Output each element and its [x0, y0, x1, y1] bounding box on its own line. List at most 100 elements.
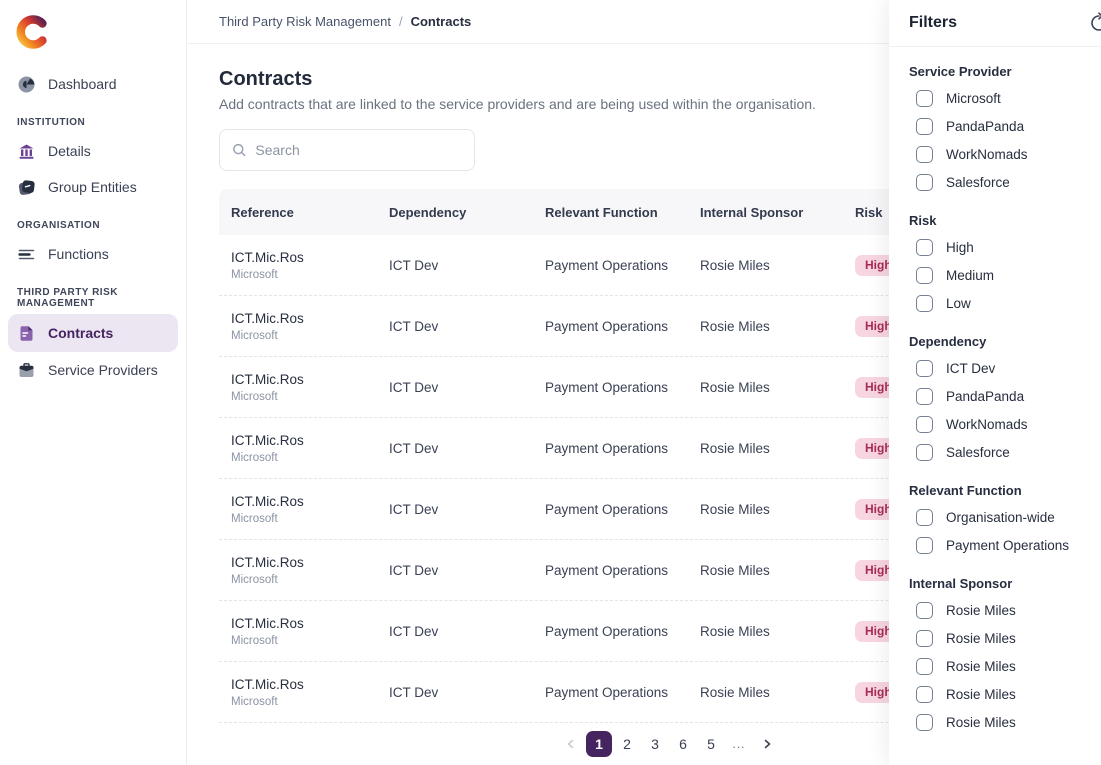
- entities-icon: [17, 178, 36, 197]
- filter-option[interactable]: Rosie Miles: [909, 714, 1101, 731]
- sidebar-item-service-providers[interactable]: Service Providers: [0, 352, 186, 388]
- cell-reference: ICT.Mic.Ros: [231, 310, 304, 326]
- column-header-relevant-function[interactable]: Relevant Function: [545, 204, 658, 220]
- checkbox[interactable]: [916, 630, 933, 647]
- filter-option[interactable]: Payment Operations: [909, 537, 1101, 554]
- pagination-page-button[interactable]: 2: [623, 736, 631, 752]
- column-header-dependency[interactable]: Dependency: [389, 204, 467, 220]
- checkbox[interactable]: [916, 239, 933, 256]
- pagination-page-button[interactable]: 6: [679, 736, 687, 752]
- filter-option[interactable]: WorkNomads: [909, 416, 1101, 433]
- sidebar-item-details[interactable]: Details: [0, 133, 186, 169]
- pagination-page-button[interactable]: ...: [732, 737, 746, 751]
- filter-option[interactable]: Organisation-wide: [909, 509, 1101, 526]
- cell-internal-sponsor: Rosie Miles: [700, 440, 770, 456]
- cell-internal-sponsor: Rosie Miles: [700, 379, 770, 395]
- filter-group: Internal Sponsor Rosie Miles Rosie Miles…: [909, 576, 1101, 731]
- pagination-page-button[interactable]: 1: [586, 731, 612, 757]
- filter-option[interactable]: High: [909, 239, 1101, 256]
- pagination-next-button[interactable]: [754, 731, 780, 757]
- filter-option[interactable]: Medium: [909, 267, 1101, 284]
- breadcrumb-parent[interactable]: Third Party Risk Management: [219, 14, 391, 29]
- filter-option[interactable]: Salesforce: [909, 174, 1101, 191]
- filter-option-label: Payment Operations: [946, 538, 1070, 553]
- page-description: Add contracts that are linked to the ser…: [219, 96, 816, 112]
- cell-relevant-function: Payment Operations: [545, 501, 669, 517]
- checkbox[interactable]: [916, 602, 933, 619]
- cell-relevant-function: Payment Operations: [545, 379, 669, 395]
- filter-option[interactable]: WorkNomads: [909, 146, 1101, 163]
- filter-option-label: Rosie Miles: [946, 659, 1016, 674]
- checkbox[interactable]: [916, 90, 933, 107]
- search-box[interactable]: [219, 129, 475, 171]
- app-logo[interactable]: [14, 12, 54, 52]
- checkbox[interactable]: [916, 118, 933, 135]
- checkbox[interactable]: [916, 714, 933, 731]
- checkbox[interactable]: [916, 416, 933, 433]
- filter-option[interactable]: Rosie Miles: [909, 602, 1101, 619]
- filter-option-label: Medium: [946, 268, 995, 283]
- filter-group-label: Relevant Function: [909, 483, 1022, 498]
- sidebar-item-dashboard[interactable]: Dashboard: [0, 66, 186, 102]
- gauge-icon: [17, 75, 36, 94]
- filter-option[interactable]: Rosie Miles: [909, 658, 1101, 675]
- checkbox[interactable]: [916, 444, 933, 461]
- cell-dependency: ICT Dev: [389, 257, 439, 273]
- filter-option-label: Rosie Miles: [946, 603, 1016, 618]
- pagination-page-button[interactable]: 5: [707, 736, 715, 752]
- filter-option[interactable]: Rosie Miles: [909, 686, 1101, 703]
- checkbox[interactable]: [916, 686, 933, 703]
- cell-dependency: ICT Dev: [389, 623, 439, 639]
- pagination-page-button[interactable]: 3: [651, 736, 659, 752]
- sidebar-item-label: Details: [48, 143, 91, 159]
- page-title: Contracts: [219, 68, 313, 90]
- sidebar-item-label: Functions: [48, 246, 109, 262]
- sidebar-item-label: Contracts: [48, 325, 114, 341]
- filter-option[interactable]: PandaPanda: [909, 388, 1101, 405]
- checkbox[interactable]: [916, 509, 933, 526]
- cell-internal-sponsor: Rosie Miles: [700, 623, 770, 639]
- filter-option-label: PandaPanda: [946, 119, 1025, 134]
- checkbox[interactable]: [916, 658, 933, 675]
- pagination-prev-button[interactable]: [558, 731, 584, 757]
- filter-option-label: Organisation-wide: [946, 510, 1055, 525]
- pagination-pages: 1 2 3 6 5 ...: [586, 731, 752, 757]
- checkbox[interactable]: [916, 388, 933, 405]
- cell-provider: Microsoft: [231, 329, 278, 342]
- checkbox[interactable]: [916, 146, 933, 163]
- column-header-risk[interactable]: Risk: [855, 204, 883, 220]
- cell-reference: ICT.Mic.Ros: [231, 493, 304, 509]
- column-header-internal-sponsor[interactable]: Internal Sponsor: [700, 204, 804, 220]
- filter-option[interactable]: Rosie Miles: [909, 630, 1101, 647]
- filter-option-label: WorkNomads: [946, 417, 1028, 432]
- cell-reference: ICT.Mic.Ros: [231, 615, 304, 631]
- filter-option[interactable]: Microsoft: [909, 90, 1101, 107]
- filters-reset-button[interactable]: [1088, 12, 1101, 34]
- breadcrumb-separator: /: [398, 14, 403, 29]
- checkbox[interactable]: [916, 174, 933, 191]
- search-input[interactable]: [255, 142, 462, 158]
- filter-option[interactable]: ICT Dev: [909, 360, 1101, 377]
- filter-option[interactable]: Low: [909, 295, 1101, 312]
- sidebar-item-group-entities[interactable]: Group Entities: [0, 169, 186, 205]
- cell-relevant-function: Payment Operations: [545, 623, 669, 639]
- filter-group-label: Service Provider: [909, 64, 1012, 79]
- sidebar-section-tprm: THIRD PARTY RISK MANAGEMENT: [17, 287, 118, 309]
- filters-panel: Filters Service Provider Microsoft Panda…: [889, 0, 1101, 765]
- sidebar-item-contracts[interactable]: Contracts: [8, 314, 178, 352]
- briefcase-icon: [17, 361, 36, 380]
- sidebar-item-functions[interactable]: Functions: [0, 236, 186, 272]
- bank-icon: [17, 142, 36, 161]
- filter-option[interactable]: PandaPanda: [909, 118, 1101, 135]
- checkbox[interactable]: [916, 267, 933, 284]
- filter-option-label: Rosie Miles: [946, 715, 1016, 730]
- checkbox[interactable]: [916, 295, 933, 312]
- cell-provider: Microsoft: [231, 512, 278, 525]
- cell-dependency: ICT Dev: [389, 379, 439, 395]
- filter-option[interactable]: Salesforce: [909, 444, 1101, 461]
- cell-dependency: ICT Dev: [389, 684, 439, 700]
- checkbox[interactable]: [916, 360, 933, 377]
- cell-dependency: ICT Dev: [389, 318, 439, 334]
- checkbox[interactable]: [916, 537, 933, 554]
- column-header-reference[interactable]: Reference: [231, 204, 294, 220]
